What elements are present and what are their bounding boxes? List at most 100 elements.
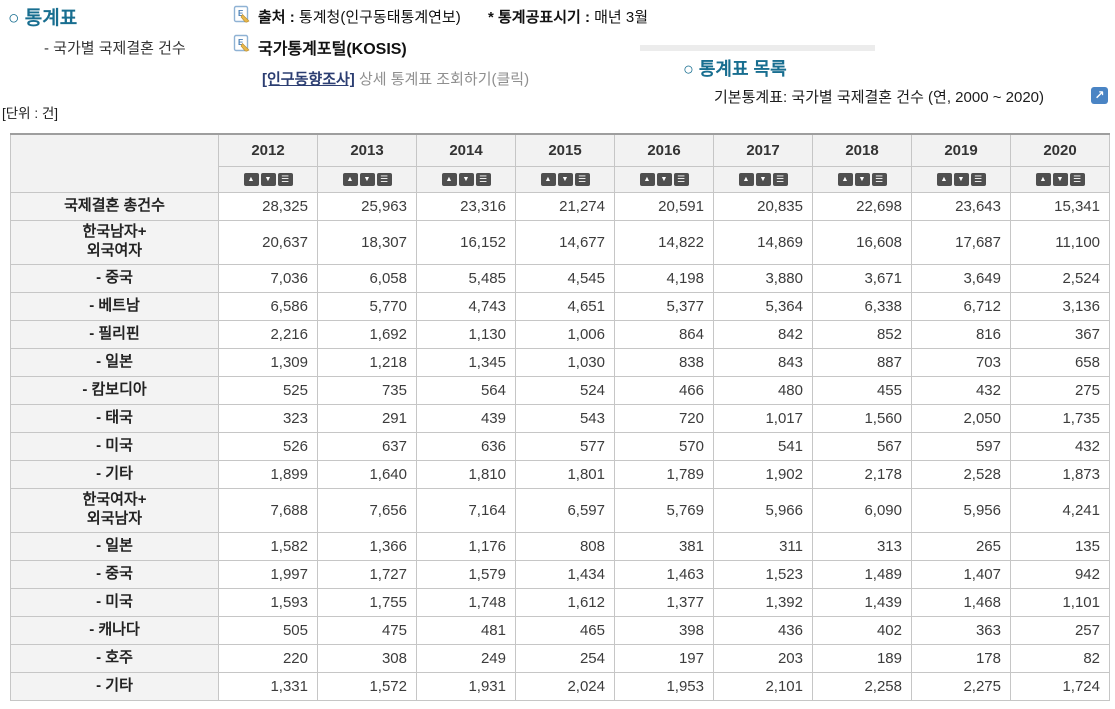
page-subtitle: - 국가별 국제결혼 건수 <box>44 40 186 57</box>
sort-menu-button[interactable]: ☰ <box>475 172 491 186</box>
value-cell: 436 <box>713 615 813 645</box>
sort-desc-button[interactable]: ▼ <box>1052 172 1068 186</box>
sort-menu-button[interactable]: ☰ <box>871 172 887 186</box>
table-row: 한국남자+ 외국여자 20,637 18,307 16,152 14,677 14,822… <box>10 219 1110 265</box>
table-row: 국제결혼 총건수 28,325 25,963 23,316 21,274 20,591 20… <box>10 191 1110 221</box>
survey-link-suffix: 상세 통계표 조회하기(클릭) <box>354 71 530 88</box>
value-cell: 178 <box>911 643 1011 673</box>
sort-asc-button[interactable]: ▲ <box>738 172 754 186</box>
value-cell: 308 <box>317 643 417 673</box>
value-cell: 1,101 <box>1010 587 1110 617</box>
sort-asc-button[interactable]: ▲ <box>441 172 457 186</box>
sort-asc-button[interactable]: ▲ <box>1035 172 1051 186</box>
value-cell: 20,637 <box>218 219 318 265</box>
page-title: ○ 통계표 <box>8 8 78 29</box>
value-cell: 381 <box>614 531 714 561</box>
value-cell: 367 <box>1010 319 1110 349</box>
value-cell: 1,735 <box>1010 403 1110 433</box>
value-cell: 7,688 <box>218 487 318 533</box>
sort-desc-button[interactable]: ▼ <box>656 172 672 186</box>
sort-desc-button[interactable]: ▼ <box>755 172 771 186</box>
year-header: 2015 <box>515 133 615 167</box>
sort-desc-button[interactable]: ▼ <box>557 172 573 186</box>
sort-menu-button[interactable]: ☰ <box>574 172 590 186</box>
value-cell: 197 <box>614 643 714 673</box>
value-cell: 1,582 <box>218 531 318 561</box>
sort-menu-button[interactable]: ☰ <box>772 172 788 186</box>
year-header: 2017 <box>713 133 813 167</box>
sort-controls-cell: ▲ ▼ ☰ <box>812 165 912 193</box>
sort-menu-button[interactable]: ☰ <box>673 172 689 186</box>
table-row: - 캐나다 505 475 481 465 398 436 402 363 257 <box>10 615 1110 645</box>
value-cell: 3,649 <box>911 263 1011 293</box>
value-cell: 1,176 <box>416 531 516 561</box>
value-cell: 189 <box>812 643 912 673</box>
population-survey-link[interactable]: [인구동향조사] <box>262 71 355 88</box>
sort-desc-button[interactable]: ▼ <box>458 172 474 186</box>
row-label: - 필리핀 <box>10 319 219 349</box>
table-row: - 베트남 6,586 5,770 4,743 4,651 5,377 5,364 6,338… <box>10 291 1110 321</box>
sort-desc-button[interactable]: ▼ <box>854 172 870 186</box>
value-cell: 1,377 <box>614 587 714 617</box>
sort-asc-button[interactable]: ▲ <box>639 172 655 186</box>
value-cell: 2,258 <box>812 671 912 701</box>
value-cell: 398 <box>614 615 714 645</box>
external-link-icon[interactable]: ↗ <box>1091 87 1108 104</box>
stats-table: 2012 2013 2014 2015 2016 2017 2018 2019 2020 ▲ ▼ ☰ ▲… <box>10 133 1110 701</box>
sort-menu-button[interactable]: ☰ <box>277 172 293 186</box>
publish-line: * 통계공표시기 : 매년 3월 <box>488 6 648 27</box>
publish-schedule-label: * 통계공표시기 : <box>488 9 590 26</box>
sort-asc-button[interactable]: ▲ <box>342 172 358 186</box>
value-cell: 6,586 <box>218 291 318 321</box>
value-cell: 570 <box>614 431 714 461</box>
value-cell: 291 <box>317 403 417 433</box>
sort-asc-button[interactable]: ▲ <box>243 172 259 186</box>
value-cell: 22,698 <box>812 191 912 221</box>
value-cell: 1,130 <box>416 319 516 349</box>
value-cell: 1,902 <box>713 459 813 489</box>
value-cell: 541 <box>713 431 813 461</box>
row-label: 한국여자+ 외국남자 <box>10 487 219 533</box>
value-cell: 658 <box>1010 347 1110 377</box>
sort-desc-button[interactable]: ▼ <box>260 172 276 186</box>
year-header: 2020 <box>1010 133 1110 167</box>
value-cell: 1,407 <box>911 559 1011 589</box>
value-cell: 3,136 <box>1010 291 1110 321</box>
sort-menu-button[interactable]: ☰ <box>376 172 392 186</box>
value-cell: 720 <box>614 403 714 433</box>
value-cell: 1,560 <box>812 403 912 433</box>
sort-asc-button[interactable]: ▲ <box>540 172 556 186</box>
value-cell: 1,953 <box>614 671 714 701</box>
kosis-portal-link[interactable]: 국가통계포털(KOSIS) <box>258 41 407 58</box>
table-row: - 호주 220 308 249 254 197 203 189 178 82 <box>10 643 1110 673</box>
value-cell: 14,822 <box>614 219 714 265</box>
table-row: - 기타 1,899 1,640 1,810 1,801 1,789 1,902 2,178 2… <box>10 459 1110 489</box>
table-row: - 중국 1,997 1,727 1,579 1,434 1,463 1,523 1,489 1… <box>10 559 1110 589</box>
table-list-entry: 기본통계표: 국가별 국제결혼 건수 (연, 2000 ~ 2020) <box>714 89 1044 106</box>
svg-text:E: E <box>238 9 244 18</box>
sort-desc-button[interactable]: ▼ <box>953 172 969 186</box>
value-cell: 5,770 <box>317 291 417 321</box>
table-row: - 일본 1,582 1,366 1,176 808 381 311 313 265 135 <box>10 531 1110 561</box>
sort-asc-button[interactable]: ▲ <box>837 172 853 186</box>
value-cell: 1,489 <box>812 559 912 589</box>
value-cell: 564 <box>416 375 516 405</box>
value-cell: 466 <box>614 375 714 405</box>
sort-controls-cell: ▲ ▼ ☰ <box>614 165 714 193</box>
value-cell: 1,692 <box>317 319 417 349</box>
value-cell: 1,523 <box>713 559 813 589</box>
value-cell: 3,671 <box>812 263 912 293</box>
sort-menu-button[interactable]: ☰ <box>1069 172 1085 186</box>
sort-desc-button[interactable]: ▼ <box>359 172 375 186</box>
value-cell: 2,024 <box>515 671 615 701</box>
sort-controls-cell: ▲ ▼ ☰ <box>911 165 1011 193</box>
value-cell: 852 <box>812 319 912 349</box>
table-row: - 중국 7,036 6,058 5,485 4,545 4,198 3,880 3,671 3… <box>10 263 1110 293</box>
value-cell: 6,090 <box>812 487 912 533</box>
value-cell: 2,528 <box>911 459 1011 489</box>
value-cell: 5,769 <box>614 487 714 533</box>
sort-asc-button[interactable]: ▲ <box>936 172 952 186</box>
sort-menu-button[interactable]: ☰ <box>970 172 986 186</box>
value-cell: 16,608 <box>812 219 912 265</box>
value-cell: 735 <box>317 375 417 405</box>
